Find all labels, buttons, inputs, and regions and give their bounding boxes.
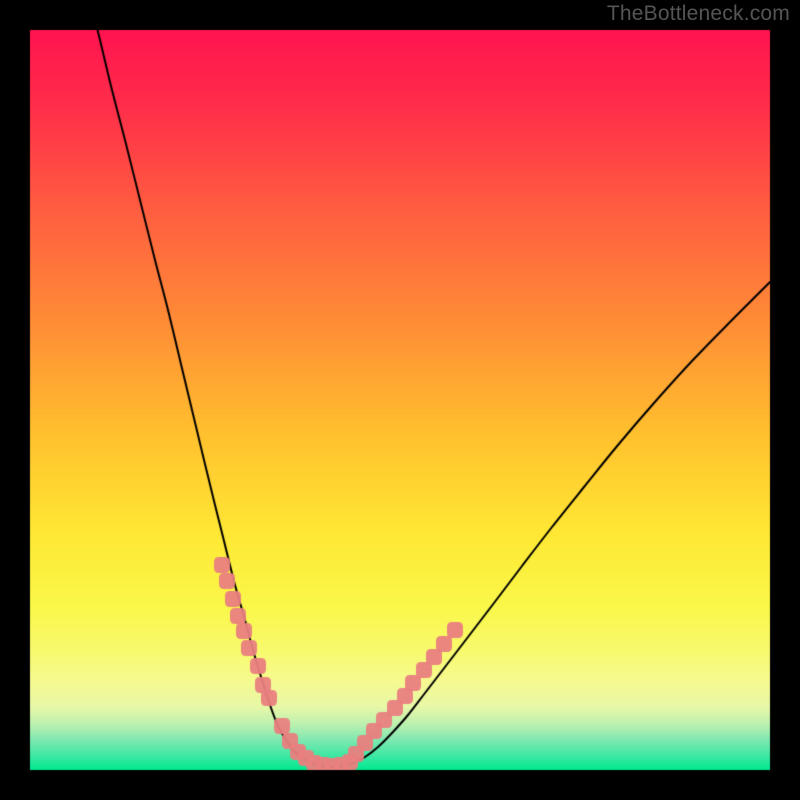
chart-container: TheBottleneck.com bbox=[0, 0, 800, 800]
bottleneck-chart-canvas bbox=[0, 0, 800, 800]
watermark-text: TheBottleneck.com bbox=[607, 2, 790, 26]
